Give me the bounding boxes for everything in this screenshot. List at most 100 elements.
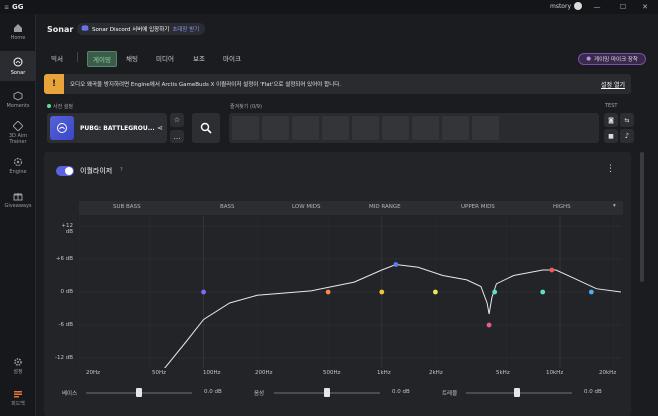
y-tick-label: -12 dB — [55, 355, 73, 361]
voice-label: 음성 — [254, 391, 265, 397]
help-icon[interactable]: ? — [120, 167, 123, 173]
eq-chart[interactable] — [79, 216, 621, 368]
favorite-slot[interactable] — [262, 116, 289, 140]
kebab-menu-icon[interactable]: ⋮ — [606, 164, 615, 174]
discord-banner[interactable]: Sonar Discord 서버에 입장하기 초대장 받기 — [77, 23, 206, 35]
sidebar-item-engine[interactable]: Engine — [0, 156, 36, 175]
discord-invite-link[interactable]: 초대장 받기 — [172, 27, 200, 33]
eq-band-point[interactable] — [549, 267, 555, 273]
tab-media[interactable]: 미디어 — [156, 55, 174, 63]
maximize-icon[interactable]: ☐ — [619, 3, 627, 11]
treble-slider-knob[interactable] — [514, 388, 520, 397]
warning-text: 오디오 왜곡을 방지하려면 Engine에서 Arctis GameBuds X… — [70, 82, 342, 88]
discord-icon — [81, 25, 89, 33]
sidebar-item-label: Sonar — [10, 69, 26, 76]
engine-icon — [13, 156, 24, 167]
eq-band-point[interactable] — [486, 322, 492, 328]
discord-text: Sonar Discord 서버에 입장하기 — [92, 27, 170, 33]
x-tick-label: 500Hz — [323, 370, 341, 376]
band-mid-range: MID RANGE — [369, 204, 401, 210]
mic-button-label: 게이밍 마이크 장착 — [594, 57, 638, 63]
close-icon[interactable]: ✕ — [642, 3, 648, 11]
tab-mixer[interactable]: 믹서 — [51, 55, 63, 63]
favorite-slot[interactable] — [382, 116, 409, 140]
aim-icon — [13, 120, 24, 131]
eq-band-point[interactable] — [379, 289, 385, 295]
x-tick-label: 1kHz — [377, 370, 391, 376]
favorite-slot[interactable] — [232, 116, 259, 140]
tab-gaming[interactable]: 게이밍 — [87, 51, 117, 67]
band-sub-bass: SUB BASS — [113, 204, 141, 210]
share-icon[interactable]: ⋖ — [157, 124, 163, 132]
sidebar-item-home[interactable]: Home — [0, 22, 36, 41]
band-dropdown-icon[interactable]: ▾ — [613, 203, 616, 209]
bass-slider-knob[interactable] — [136, 388, 142, 397]
preset-selector[interactable]: PUBG: BATTLEGROU... ⋖ — [47, 113, 167, 143]
y-tick-label: +12 dB — [61, 223, 73, 235]
sidebar-item-settings[interactable]: 설정 — [0, 356, 36, 375]
sidebar-item-sonar[interactable]: Sonar — [0, 51, 36, 81]
equalizer-toggle[interactable] — [56, 166, 74, 176]
app-name: GG — [12, 3, 24, 11]
favorite-slot[interactable] — [472, 116, 499, 140]
preset-sonar-icon — [50, 116, 74, 140]
app-logo: ≡ GG — [4, 3, 24, 11]
sidebar-item-giveaways[interactable]: Giveaways — [0, 190, 36, 209]
scrollbar[interactable] — [640, 152, 644, 282]
treble-value: 0.0 dB — [584, 389, 602, 395]
sidebar-item-aim-trainer[interactable]: 3D Aim Trainer — [0, 120, 36, 145]
test-controls: ◙ ⇆ ■ ♪ — [604, 113, 634, 143]
search-preset-button[interactable] — [192, 113, 220, 143]
sidebar-item-label: Giveaways — [4, 203, 32, 209]
favorite-slot[interactable] — [292, 116, 319, 140]
bass-value: 0.0 dB — [204, 389, 222, 395]
x-tick-label: 100Hz — [203, 370, 221, 376]
music-note-icon[interactable]: ♪ — [620, 129, 634, 143]
band-highs: HIGHS — [553, 204, 571, 210]
eq-band-point[interactable] — [325, 289, 331, 295]
swap-icon[interactable]: ⇆ — [620, 113, 634, 127]
favorite-star-icon[interactable]: ☆ — [170, 113, 184, 127]
eq-response-curve — [164, 263, 621, 368]
tab-divider — [77, 52, 78, 62]
sidebar-item-label: 설정 — [13, 369, 23, 375]
eq-band-point[interactable] — [201, 289, 206, 295]
page-title: Sonar — [47, 24, 74, 34]
eq-band-point[interactable] — [540, 289, 546, 295]
gaming-mic-button[interactable]: ● 게이밍 마이크 장착 — [578, 53, 646, 65]
warning-banner: ! 오디오 왜곡을 방지하려면 Engine에서 Arctis GameBuds… — [44, 74, 631, 94]
eq-band-point[interactable] — [433, 289, 438, 295]
bass-label: 베이스 — [62, 391, 78, 397]
user-menu[interactable]: mstory — [550, 2, 582, 10]
favorite-slot[interactable] — [412, 116, 439, 140]
stop-icon[interactable]: ■ — [604, 129, 618, 143]
sidebar-item-label: Moments — [6, 103, 30, 109]
sidebar-item-moments[interactable]: Moments — [0, 90, 36, 109]
tab-chat[interactable]: 채팅 — [126, 55, 138, 63]
moments-icon — [13, 90, 24, 101]
favorite-slot[interactable] — [322, 116, 349, 140]
menu-icon[interactable]: ≡ — [4, 3, 10, 11]
eq-band-point[interactable] — [492, 289, 498, 295]
eq-band-point[interactable] — [588, 289, 594, 295]
more-options-icon[interactable]: … — [170, 130, 184, 143]
x-tick-label: 2kHz — [429, 370, 443, 376]
tab-aux[interactable]: 보조 — [193, 55, 205, 63]
sidebar-item-label: 3D Aim Trainer — [8, 133, 28, 145]
avatar — [574, 2, 582, 10]
eq-band-point[interactable] — [393, 262, 399, 267]
headset-test-icon[interactable]: ◙ — [604, 113, 618, 127]
favorites-label: 즐겨찾기 (0/9) — [230, 104, 262, 110]
sidebar-item-feedback[interactable]: 피드백 — [0, 388, 36, 407]
voice-slider-knob[interactable] — [324, 388, 330, 397]
equalizer-title: 이퀄라이저 — [80, 167, 113, 175]
open-settings-link[interactable]: 설정 열기 — [601, 81, 625, 89]
minimize-icon[interactable]: — — [593, 3, 601, 11]
tone-sliders: 베이스 0.0 dB 음성 0.0 dB 트레블 0.0 dB — [44, 384, 631, 402]
band-low-mids: LOW MIDS — [292, 204, 321, 210]
feedback-icon — [13, 388, 24, 399]
favorite-slot[interactable] — [352, 116, 379, 140]
sidebar: Home Sonar Moments 3D Aim Trainer Engine… — [0, 14, 36, 416]
tab-mic[interactable]: 마이크 — [223, 55, 241, 63]
favorite-slot[interactable] — [442, 116, 469, 140]
